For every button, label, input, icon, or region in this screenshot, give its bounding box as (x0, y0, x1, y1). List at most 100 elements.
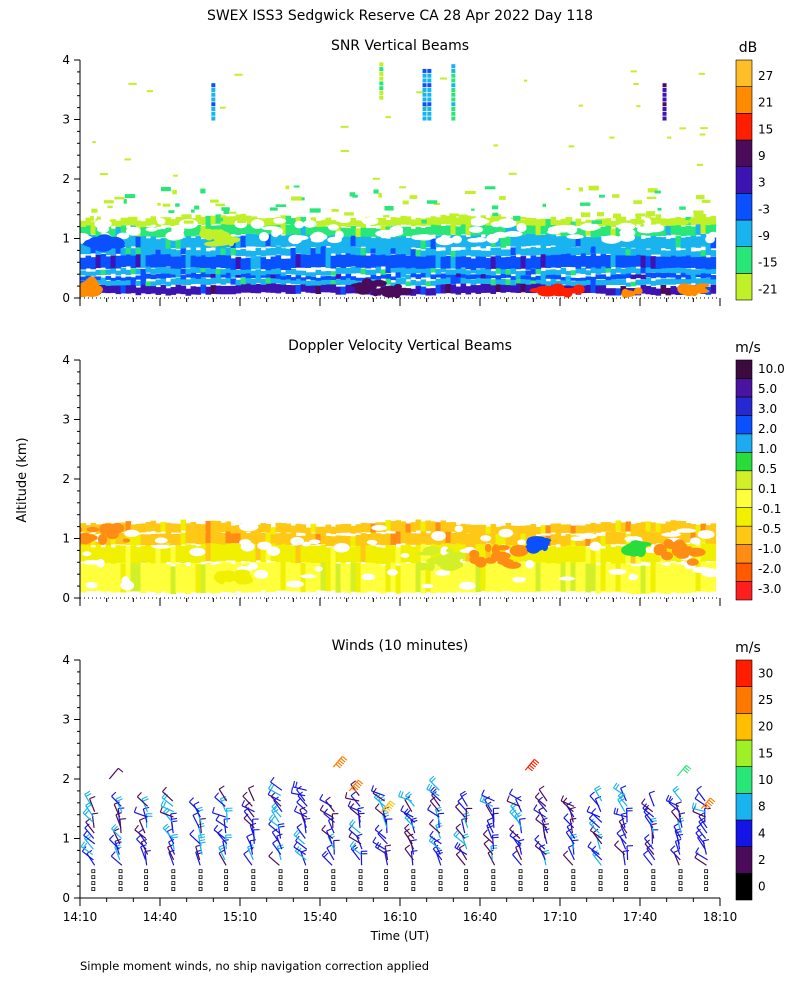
y-tick-label: 4 (62, 53, 70, 67)
heatmap-cell (135, 534, 142, 546)
heatmap-cell (175, 284, 182, 294)
colorbar-label: 30 (758, 666, 773, 680)
wind-barb (84, 790, 93, 807)
heatmap-cell (350, 546, 357, 564)
heatmap-speck (160, 186, 171, 192)
heatmap-cell (425, 255, 432, 269)
heatmap-cell (555, 254, 562, 268)
heatmap-streak (422, 116, 427, 121)
heatmap-cell (400, 277, 407, 285)
heatmap-cell (685, 268, 692, 275)
wind-barb (479, 795, 494, 807)
heatmap-cell (415, 249, 422, 257)
heatmap-cell (620, 522, 627, 532)
data-gap (271, 227, 280, 238)
heatmap-speck (464, 190, 476, 195)
heatmap-cell (550, 269, 557, 275)
heatmap-cell (245, 257, 252, 270)
heatmap-streak (379, 86, 384, 91)
heatmap-cell (530, 255, 537, 269)
heatmap-cell (85, 245, 92, 255)
heatmap-cell (180, 545, 187, 563)
calm-marker (144, 869, 149, 874)
heatmap-cell (685, 236, 692, 249)
heatmap-cell (130, 268, 137, 275)
wind-barb (642, 850, 653, 866)
heatmap-cell (570, 560, 577, 592)
heatmap-cell (585, 237, 592, 249)
heatmap-cell (260, 278, 267, 285)
colorbar-label: -3.0 (758, 582, 781, 596)
heatmap-cell (605, 276, 612, 281)
heatmap-speck (162, 203, 171, 207)
heatmap-cell (200, 564, 207, 594)
wind-barb (292, 780, 307, 791)
data-gap (145, 227, 158, 232)
heatmap-cell (460, 254, 467, 268)
heatmap-cell (105, 534, 112, 546)
heatmap-cell (300, 277, 307, 285)
heatmap-cell (670, 266, 677, 274)
heatmap-cell (370, 237, 377, 249)
heatmap-cell (365, 228, 372, 237)
heatmap-speck (612, 213, 621, 219)
heatmap-cell (160, 238, 167, 249)
heatmap-cell (375, 276, 382, 280)
heatmap-cell (525, 275, 532, 280)
heatmap-cell (505, 560, 512, 592)
heatmap-cell (495, 224, 502, 236)
heatmap-cell (475, 255, 482, 269)
heatmap-cell (150, 254, 157, 268)
heatmap-cell (565, 252, 572, 267)
heatmap-cell (575, 525, 582, 534)
calm-marker (144, 881, 149, 886)
heatmap-cell (555, 523, 562, 533)
heatmap-cell (265, 532, 272, 545)
heatmap-cell (545, 546, 552, 564)
heatmap-cell (565, 219, 572, 227)
wind-barb (225, 807, 233, 823)
heatmap-cell (535, 275, 542, 280)
heatmap-cell (535, 276, 542, 284)
heatmap-cell (640, 284, 647, 294)
heatmap-cell (520, 233, 527, 247)
heatmap-cell (380, 565, 387, 594)
heatmap-cell (420, 531, 427, 544)
heatmap-cell (280, 541, 287, 561)
wind-barb (159, 806, 174, 818)
heatmap-cell (600, 238, 607, 249)
heatmap-cell (610, 561, 617, 592)
heatmap-cell (175, 256, 182, 269)
y-tick-label: 0 (62, 891, 70, 905)
heatmap-cell (425, 226, 432, 237)
colorbar-swatch (735, 873, 753, 901)
data-gap (549, 225, 569, 233)
heatmap-cell (290, 277, 297, 285)
heatmap-cell (240, 282, 247, 293)
heatmap-cell (320, 278, 327, 285)
heatmap-patch (416, 551, 436, 556)
heatmap-cell (125, 251, 132, 267)
heatmap-cell (650, 287, 657, 295)
heatmap-cell (395, 245, 402, 255)
heatmap-cell (375, 562, 382, 593)
heatmap-cell (710, 275, 717, 280)
heatmap-cell (325, 535, 332, 547)
calm-marker (438, 887, 443, 891)
heatmap-cell (150, 274, 157, 280)
heatmap-cell (305, 532, 312, 545)
heatmap-cell (390, 217, 397, 226)
heatmap-cell (285, 543, 292, 562)
heatmap-speck (542, 203, 547, 207)
heatmap-cell (560, 524, 567, 533)
data-gap (517, 539, 526, 546)
heatmap-cell (650, 256, 657, 269)
heatmap-speck (90, 216, 94, 221)
heatmap-cell (370, 545, 377, 563)
heatmap-cell (590, 522, 597, 533)
heatmap-cell (145, 561, 152, 592)
heatmap-cell (505, 522, 512, 533)
heatmap-speck (275, 204, 287, 207)
heatmap-streak (427, 97, 432, 102)
heatmap-cell (650, 532, 657, 545)
